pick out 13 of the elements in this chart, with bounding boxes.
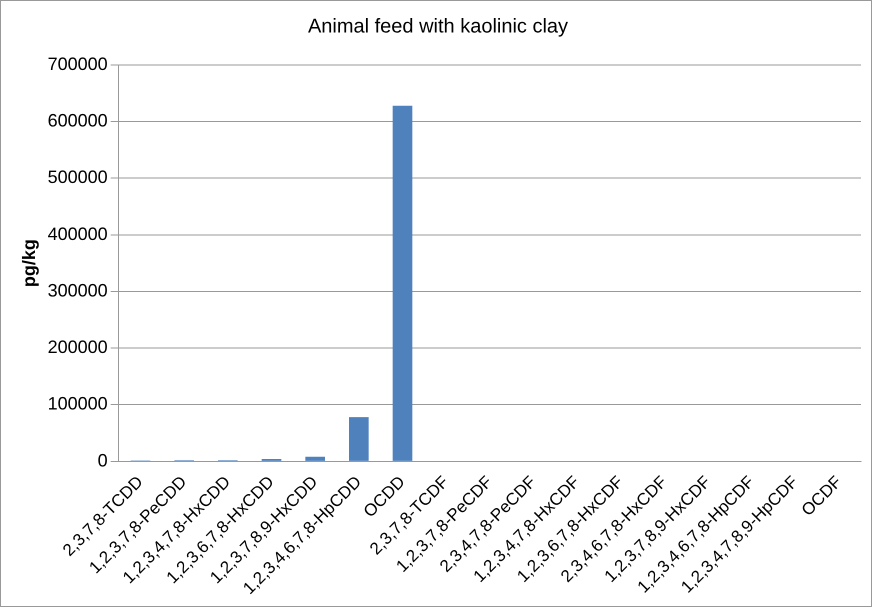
y-tick-label: 200000 xyxy=(48,337,108,358)
y-tick-label: 600000 xyxy=(48,110,108,131)
bar xyxy=(392,106,412,461)
bar xyxy=(349,417,369,461)
y-tick-label: 300000 xyxy=(48,280,108,300)
y-axis-title: pg/kg xyxy=(18,239,39,288)
y-tick-label: 400000 xyxy=(48,224,108,244)
y-tick-label: 100000 xyxy=(48,394,108,414)
y-tick-label: 500000 xyxy=(48,167,108,188)
bar xyxy=(305,456,325,461)
y-tick-label: 700000 xyxy=(48,54,108,74)
chart-title: Animal feed with kaolinic clay xyxy=(308,16,568,38)
y-tick-label: 0 xyxy=(98,450,108,470)
